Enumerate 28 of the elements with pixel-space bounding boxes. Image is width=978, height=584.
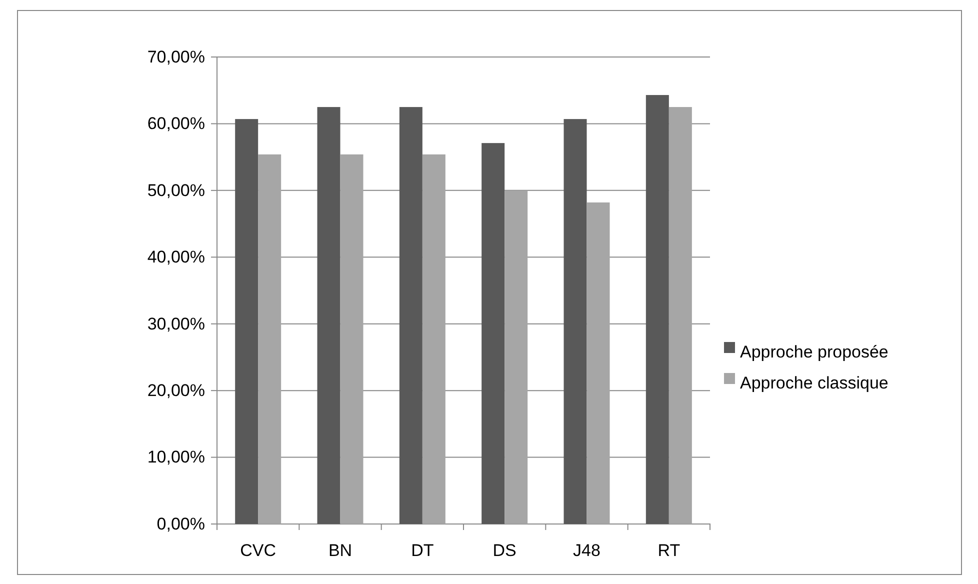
- legend-label: Approche classique: [740, 373, 888, 392]
- bar: [482, 143, 505, 524]
- y-tick-label: 30,00%: [147, 314, 205, 334]
- bar: [564, 119, 587, 524]
- bar: [586, 202, 610, 524]
- bar: [235, 119, 258, 524]
- bar: [504, 190, 528, 524]
- bar: [668, 107, 692, 524]
- y-tick-label: 0,00%: [156, 514, 205, 534]
- y-tick-label: 50,00%: [147, 180, 205, 200]
- y-tick-label: 10,00%: [147, 448, 205, 467]
- x-tick-label: BN: [328, 541, 352, 560]
- bar: [399, 107, 422, 524]
- bar: [258, 154, 282, 524]
- x-tick-label: DT: [411, 541, 434, 560]
- x-tick-label: J48: [573, 541, 600, 560]
- x-tick-label: DS: [492, 541, 516, 560]
- y-tick-label: 40,00%: [147, 248, 205, 267]
- legend-label: Approche proposée: [740, 342, 888, 362]
- y-tick-label: 20,00%: [147, 381, 205, 400]
- bar: [340, 154, 364, 524]
- x-tick-label: RT: [658, 541, 680, 560]
- y-tick-label: 70,00%: [147, 47, 205, 66]
- bar: [646, 95, 669, 524]
- bar: [317, 107, 340, 524]
- bar: [422, 154, 446, 524]
- y-tick-label: 60,00%: [147, 114, 205, 134]
- x-tick-label: CVC: [240, 541, 276, 560]
